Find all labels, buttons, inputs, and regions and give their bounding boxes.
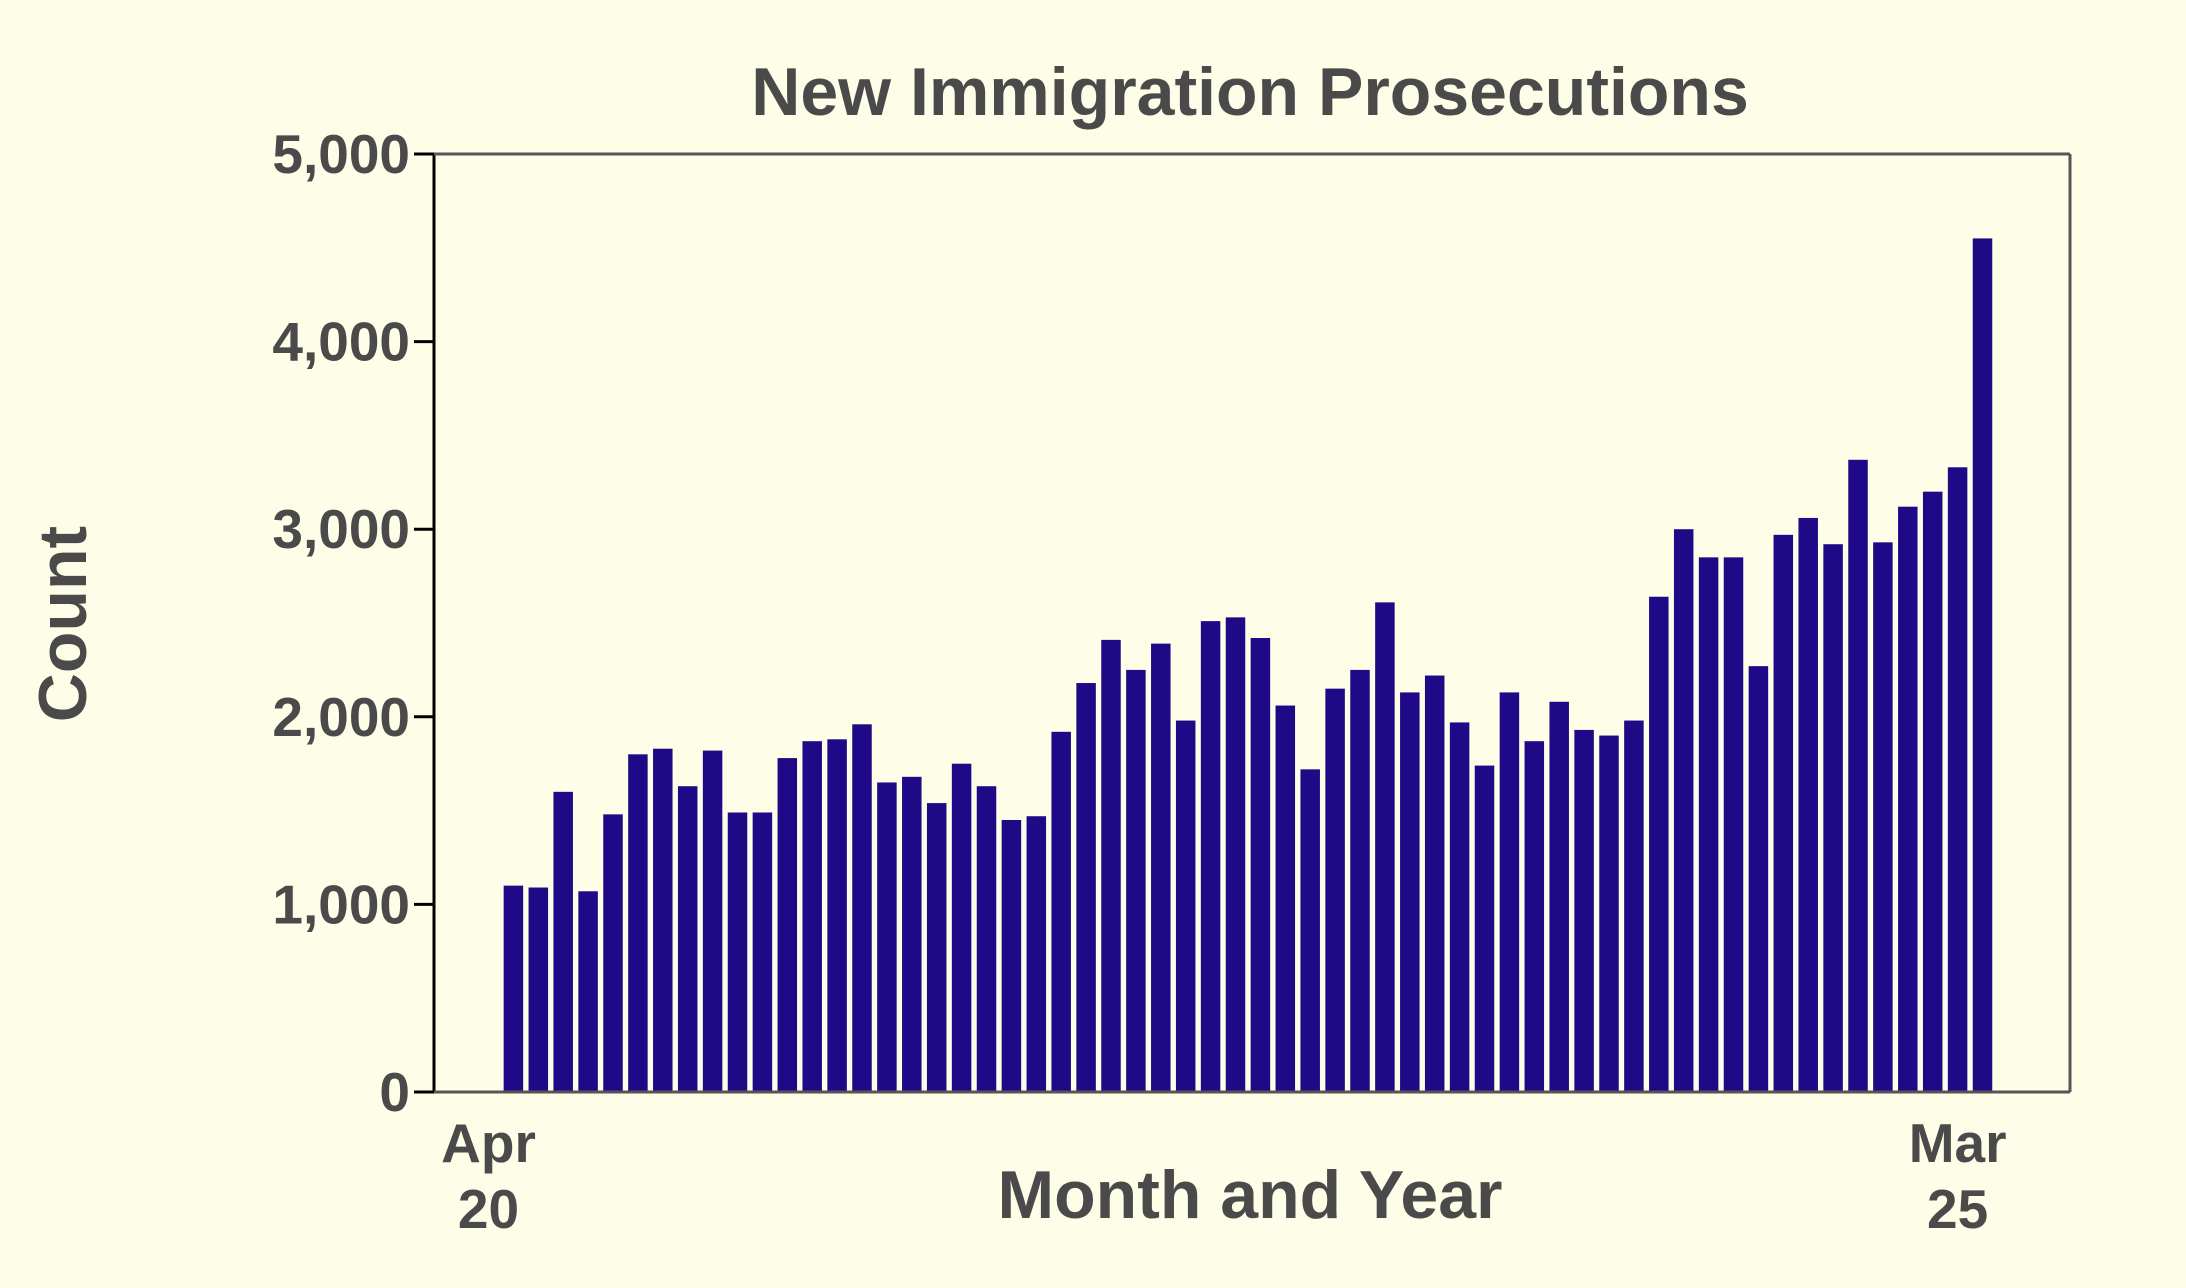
bar-2022-06	[1151, 643, 1171, 1092]
bar-2024-02	[1649, 596, 1669, 1092]
bar-2024-12	[1898, 506, 1918, 1092]
bar-2022-12	[1300, 769, 1320, 1092]
bar-2021-02	[752, 812, 773, 1092]
bar-2021-05	[827, 739, 847, 1092]
bar-2023-03	[1375, 602, 1395, 1092]
bar-2020-04	[503, 885, 524, 1092]
bar-2021-07	[877, 782, 897, 1092]
bar-2022-04	[1101, 639, 1121, 1092]
bar-2024-03	[1673, 529, 1694, 1092]
bar-2022-01	[1026, 816, 1047, 1092]
bar-2023-05	[1424, 675, 1445, 1092]
bar-2023-08	[1499, 692, 1520, 1092]
bar-2022-07	[1175, 720, 1196, 1092]
bar-2023-12	[1599, 735, 1619, 1092]
bar-2025-03	[1972, 238, 1993, 1093]
bar-2024-05	[1723, 557, 1744, 1092]
bar-2021-08	[902, 776, 922, 1092]
bar-2022-10	[1250, 638, 1271, 1092]
bar-2021-03	[777, 758, 798, 1092]
bar-2024-06	[1748, 666, 1769, 1092]
bar-2023-09	[1524, 741, 1545, 1092]
bar-2022-11	[1275, 705, 1296, 1092]
bar-2024-04	[1698, 557, 1719, 1092]
bar-2023-01	[1325, 688, 1345, 1092]
bar-2025-01	[1922, 491, 1943, 1092]
bar-2020-11	[677, 786, 698, 1092]
bar-2021-10	[951, 763, 972, 1092]
bar-2024-10	[1848, 459, 1868, 1092]
bar-2024-09	[1823, 544, 1843, 1092]
bar-2025-02	[1947, 467, 1968, 1092]
bar-2024-01	[1624, 720, 1644, 1092]
y-tick-label: 1,000	[272, 873, 410, 935]
bars-group	[503, 238, 1993, 1093]
bar-2021-11	[976, 786, 997, 1092]
bar-2020-06	[553, 791, 573, 1092]
bar-2020-09	[628, 754, 648, 1092]
bar-2022-05	[1126, 669, 1146, 1092]
bar-2024-08	[1798, 517, 1818, 1092]
bar-2023-11	[1574, 729, 1594, 1092]
bar-2023-06	[1449, 722, 1470, 1092]
bar-2024-11	[1873, 542, 1893, 1092]
bar-2023-10	[1549, 701, 1569, 1092]
bar-2020-05	[528, 887, 549, 1092]
bar-2021-06	[852, 724, 872, 1092]
bar-2020-07	[578, 891, 598, 1092]
bar-2022-08	[1200, 621, 1221, 1092]
axes	[432, 152, 2072, 1094]
bar-2021-04	[802, 741, 822, 1092]
bar-2021-12	[1001, 819, 1022, 1092]
bar-2024-07	[1773, 534, 1794, 1092]
bar-2023-02	[1350, 669, 1370, 1092]
bar-2021-01	[727, 812, 748, 1092]
bar-2022-09	[1225, 617, 1246, 1092]
bar-2023-04	[1400, 692, 1420, 1092]
y-tick-label: 4,000	[272, 311, 410, 373]
y-tick-label: 3,000	[272, 498, 410, 560]
x-tick-label-month: Apr	[441, 1112, 536, 1174]
y-tick-label: 0	[379, 1061, 410, 1123]
bar-2020-10	[653, 748, 673, 1092]
bar-2020-12	[702, 750, 723, 1092]
bar-2022-02	[1051, 731, 1071, 1092]
x-tick-label-month: Mar	[1909, 1112, 2007, 1174]
bar-2020-08	[603, 814, 623, 1092]
bar-2023-07	[1474, 765, 1495, 1092]
chart-title: New Immigration Prosecutions	[751, 54, 1749, 130]
y-tick-label: 5,000	[272, 123, 410, 185]
bar-2021-09	[926, 803, 947, 1092]
x-axis-label: Month and Year	[997, 1157, 1502, 1233]
y-tick-label: 2,000	[272, 686, 410, 748]
bar-2022-03	[1076, 683, 1096, 1092]
x-tick-label-year: 20	[458, 1178, 519, 1240]
y-axis-label: Count	[25, 526, 101, 722]
x-tick-label-year: 25	[1927, 1178, 1988, 1240]
y-axis-ticks: 0 1,000 2,000 3,000 4,000 5,000	[272, 123, 434, 1123]
